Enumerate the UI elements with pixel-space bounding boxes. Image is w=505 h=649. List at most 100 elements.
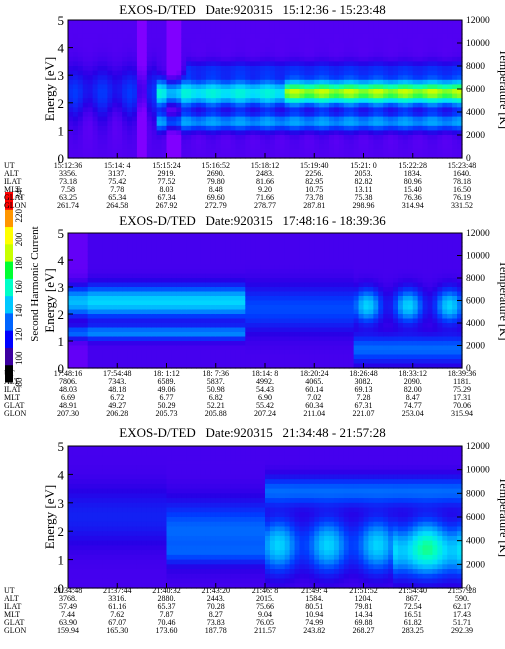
heatmap-cell	[358, 84, 365, 90]
heatmap-cell	[437, 314, 443, 320]
heatmap-cell	[156, 112, 163, 118]
heatmap-cell	[333, 260, 340, 266]
heatmap-cell	[402, 350, 409, 356]
heatmap-cell	[112, 332, 118, 338]
heatmap-cell	[230, 341, 237, 347]
heatmap-cell	[314, 345, 320, 351]
heatmap-cell	[407, 20, 414, 26]
heatmap-cell	[250, 24, 256, 30]
heatmap-cell	[373, 296, 379, 302]
heatmap-cell	[274, 70, 281, 76]
heatmap-cell	[388, 93, 394, 99]
heatmap-cell	[309, 287, 315, 293]
heatmap-cell	[383, 282, 389, 288]
heatmap-cell	[117, 56, 123, 62]
heatmap-cell	[235, 70, 241, 76]
heatmap-cell	[343, 296, 350, 302]
heatmap-cell	[196, 264, 202, 270]
heatmap-cell	[112, 345, 118, 351]
heatmap-cell	[319, 341, 325, 347]
heatmap-cell	[417, 318, 424, 324]
heatmap-cell	[417, 112, 424, 118]
heatmap-cell	[220, 29, 227, 35]
heatmap-cell	[245, 102, 251, 108]
heatmap-cell	[333, 144, 340, 150]
heatmap-cell	[245, 52, 251, 58]
heatmap-cell	[309, 237, 315, 243]
heatmap-cell	[132, 56, 138, 62]
heatmap-cell	[269, 153, 276, 159]
heatmap-cell	[68, 121, 74, 127]
heatmap-cell	[117, 112, 123, 118]
heatmap-cell	[338, 139, 345, 145]
heatmap-cell	[363, 300, 370, 306]
heatmap-cell	[205, 323, 212, 329]
heatmap-cell	[269, 116, 276, 122]
heatmap-cell	[82, 153, 89, 159]
heatmap-cell	[412, 148, 419, 154]
heatmap-cell	[166, 323, 173, 329]
heatmap-cell	[210, 29, 217, 35]
heatmap-cell	[146, 287, 153, 293]
heatmap-cell	[378, 79, 384, 85]
heatmap-cell	[447, 350, 453, 356]
heatmap-cell	[329, 66, 335, 72]
heatmap-cell	[68, 336, 74, 342]
heatmap-cell	[319, 237, 325, 243]
heatmap-cell	[412, 273, 419, 279]
heatmap-cell	[117, 251, 123, 257]
heatmap-cell	[97, 148, 104, 154]
heatmap-cell	[452, 20, 458, 26]
heatmap-cell	[102, 341, 108, 347]
heatmap-cell	[151, 237, 158, 243]
heatmap-cell	[117, 107, 123, 113]
heatmap-cell	[220, 260, 227, 266]
heatmap-cell	[427, 269, 434, 275]
heatmap-cell	[319, 291, 325, 297]
heatmap-cell	[112, 130, 118, 136]
heatmap-cell	[373, 327, 379, 333]
heatmap-cell	[402, 130, 409, 136]
heatmap-cell	[314, 336, 320, 342]
heatmap-cell	[452, 350, 458, 356]
heatmap-cell	[343, 332, 350, 338]
heatmap-cell	[304, 282, 310, 288]
heatmap-cell	[240, 260, 246, 266]
heatmap-cell	[432, 251, 438, 257]
heatmap-cell	[397, 43, 404, 49]
heatmap-cell	[319, 305, 325, 311]
heatmap-cell	[437, 112, 443, 118]
heatmap-cell	[255, 107, 261, 113]
heatmap-cell	[343, 52, 350, 58]
heatmap-cell	[156, 139, 163, 145]
heatmap-cell	[284, 38, 291, 44]
heatmap-cell	[284, 305, 291, 311]
heatmap-cell	[156, 93, 163, 99]
heatmap-cell	[146, 20, 153, 26]
heatmap-cell	[186, 278, 192, 284]
heatmap-cell	[245, 336, 251, 342]
heatmap-cell	[407, 148, 414, 154]
heatmap-cell	[442, 125, 448, 131]
heatmap-cell	[255, 264, 261, 270]
heatmap-cell	[196, 300, 202, 306]
heatmap-cell	[225, 282, 232, 288]
heatmap-cell	[452, 61, 458, 67]
heatmap-cell	[255, 242, 261, 248]
heatmap-cell	[122, 148, 128, 154]
heatmap-cell	[171, 107, 177, 113]
heatmap-cell	[314, 291, 320, 297]
heatmap-cell	[284, 242, 291, 248]
heatmap-cell	[412, 112, 419, 118]
heatmap-cell	[417, 282, 424, 288]
heatmap-cell	[265, 70, 271, 76]
heatmap-cell	[97, 56, 104, 62]
heatmap-cell	[407, 52, 414, 58]
heatmap-cell	[205, 102, 212, 108]
heatmap-cell	[205, 278, 212, 284]
heatmap-cell	[269, 38, 276, 44]
heatmap-cell	[72, 246, 79, 252]
heatmap-cell	[245, 125, 251, 131]
heatmap-cell	[151, 359, 158, 365]
heatmap-cell	[191, 233, 197, 239]
